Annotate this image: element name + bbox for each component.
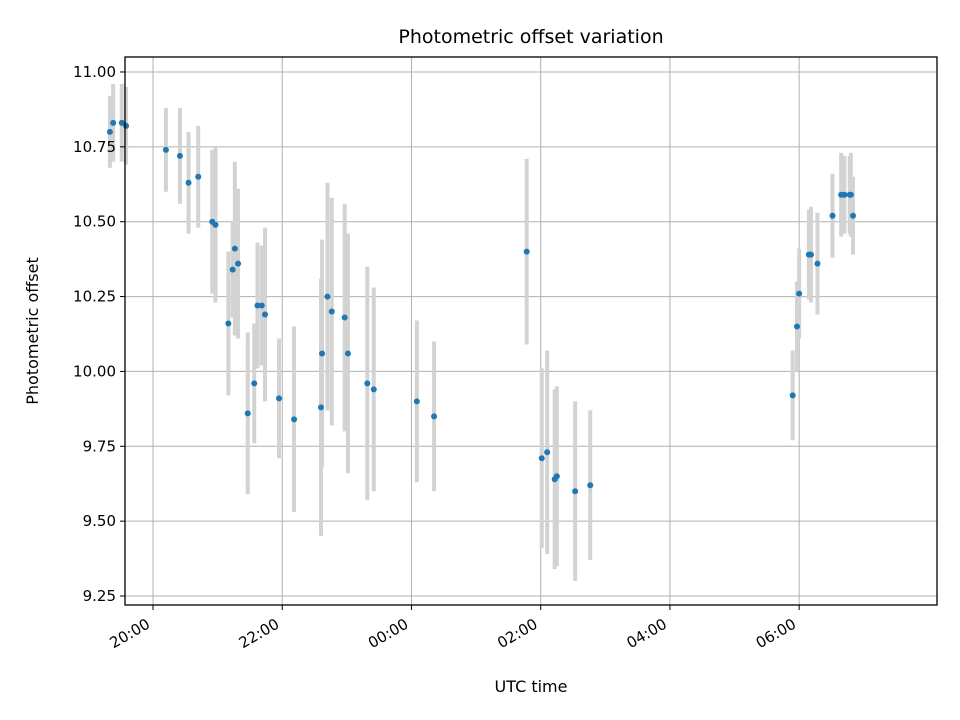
data-point [794, 323, 800, 330]
data-point [276, 395, 282, 402]
data-point [829, 212, 836, 219]
data-point [544, 449, 551, 456]
y-tick-label: 11.00 [73, 63, 116, 81]
data-point [251, 380, 258, 387]
data-point [431, 413, 438, 420]
data-point [258, 302, 265, 309]
data-point [123, 122, 130, 129]
data-point [318, 404, 324, 411]
data-point [324, 293, 331, 300]
data-point [572, 488, 579, 495]
y-tick-label: 10.75 [73, 138, 116, 156]
data-point [229, 266, 236, 273]
data-point [185, 179, 192, 186]
y-axis-title: Photometric offset [23, 257, 42, 405]
data-point [262, 311, 268, 318]
data-point [162, 146, 169, 153]
data-points [106, 119, 856, 495]
data-point [212, 221, 219, 228]
data-point [341, 314, 348, 321]
data-point [231, 245, 238, 252]
data-point [195, 173, 202, 180]
data-point [244, 410, 251, 417]
chart-title: Photometric offset variation [398, 26, 663, 48]
data-point [850, 212, 856, 219]
data-point [814, 260, 821, 267]
data-point [808, 251, 814, 258]
axes-frame [124, 56, 938, 606]
data-point [328, 308, 335, 315]
data-point [344, 350, 351, 357]
data-point [110, 119, 117, 126]
data-point [319, 350, 326, 357]
data-point [553, 473, 560, 480]
data-point [235, 260, 242, 267]
y-tick-label: 9.25 [83, 587, 116, 605]
data-point [106, 128, 113, 135]
data-point [841, 191, 848, 198]
y-tick-label: 10.00 [73, 362, 116, 380]
data-point [523, 248, 530, 255]
data-point [796, 290, 803, 297]
data-point [789, 392, 796, 399]
data-point [413, 398, 420, 405]
y-tick-label: 10.50 [73, 213, 116, 231]
data-point [254, 302, 261, 309]
x-axis-title: UTC time [495, 677, 568, 696]
data-point [847, 191, 854, 198]
y-tick-label: 9.75 [83, 437, 116, 455]
data-point [364, 380, 371, 387]
data-point [118, 119, 125, 126]
data-point [176, 152, 183, 159]
y-tick-label: 9.50 [83, 512, 116, 530]
data-point [370, 386, 377, 393]
data-point [225, 320, 232, 327]
data-point [587, 482, 594, 489]
data-point [291, 416, 298, 423]
y-tick-label: 10.25 [73, 288, 116, 306]
data-point [538, 455, 545, 462]
